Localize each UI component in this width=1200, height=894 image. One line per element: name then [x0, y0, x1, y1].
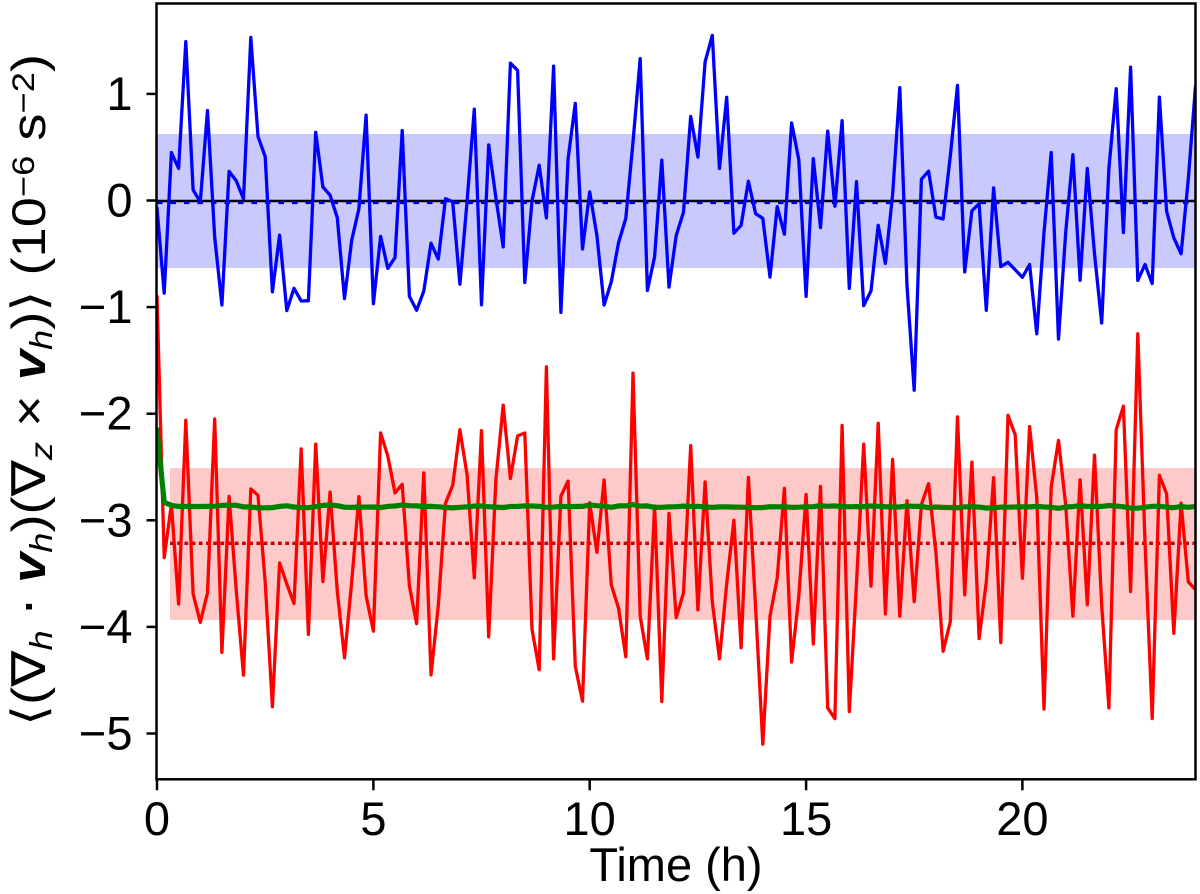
svg-text:−4: −4 — [79, 600, 133, 653]
svg-text:0: 0 — [106, 174, 132, 227]
svg-text:0: 0 — [144, 792, 170, 845]
svg-text:15: 15 — [780, 792, 832, 845]
svg-text:5: 5 — [360, 792, 386, 845]
svg-text:⟨(∇h ⋅ vh)(∇z × vh)⟩ (10−6 s−2: ⟨(∇h ⋅ vh)(∇z × vh)⟩ (10−6 s−2) — [2, 54, 59, 726]
svg-text:−2: −2 — [79, 387, 133, 440]
svg-text:10: 10 — [564, 792, 616, 845]
svg-text:20: 20 — [996, 792, 1048, 845]
svg-text:−1: −1 — [79, 280, 133, 333]
svg-text:1: 1 — [106, 67, 132, 120]
svg-text:−5: −5 — [79, 707, 133, 760]
svg-text:−3: −3 — [79, 493, 133, 546]
svg-text:Time (h): Time (h) — [589, 838, 762, 891]
